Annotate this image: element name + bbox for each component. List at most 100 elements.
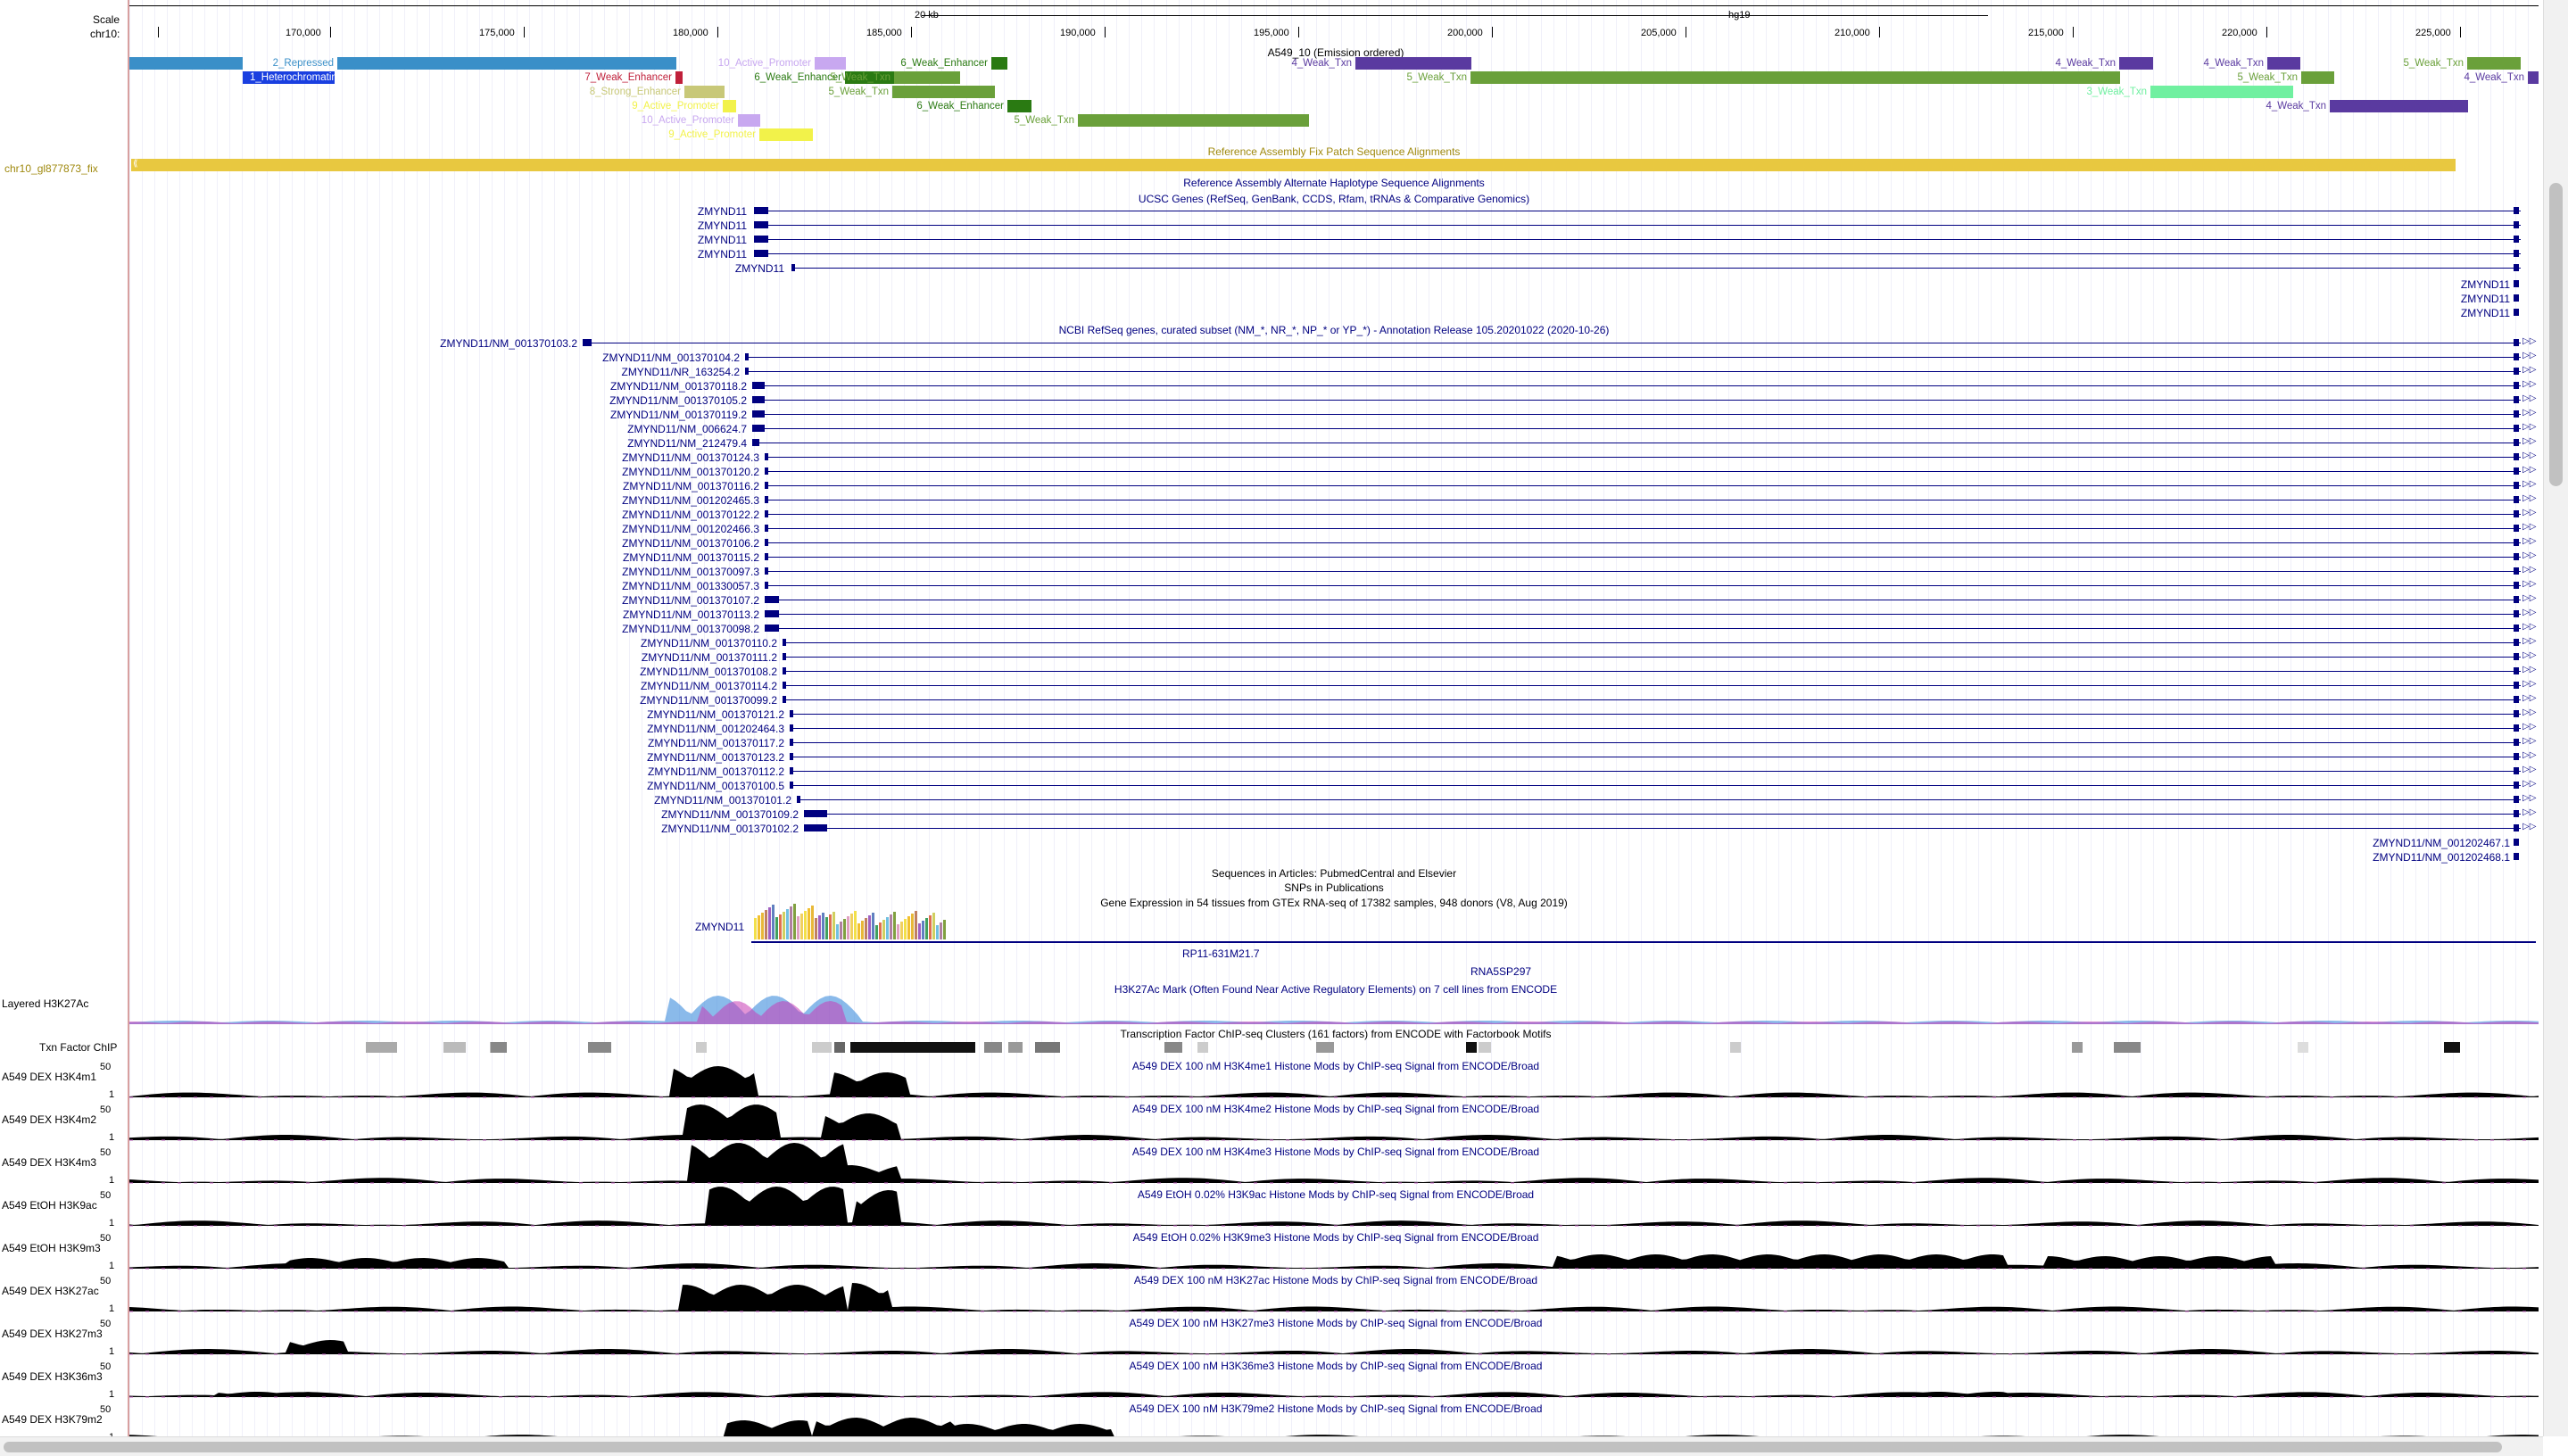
ucsc-exon[interactable] — [2514, 294, 2519, 302]
segment-label[interactable]: 1_Heterochromatin — [250, 72, 337, 83]
refseq-exon[interactable] — [790, 739, 793, 746]
refseq-transcript-line[interactable] — [765, 628, 2521, 629]
segment-label[interactable]: 10_Active_Promoter — [717, 58, 811, 69]
ucsc-exon[interactable] — [2514, 250, 2519, 257]
tf-cluster[interactable] — [812, 1042, 832, 1053]
refseq-transcript-line[interactable] — [745, 371, 2521, 372]
segment-block[interactable] — [1007, 100, 1031, 112]
signal-track-side-label[interactable]: A549 DEX H3K36m3 — [2, 1370, 103, 1383]
refseq-exon[interactable] — [765, 596, 779, 603]
refseq-transcript-label[interactable]: ZMYND11/NM_001370113.2 — [623, 608, 759, 621]
track-image[interactable]: 20 kb hg19 170,000 175,000 180,000 185,000 1… — [129, 0, 2539, 1436]
ucsc-exon[interactable] — [754, 221, 768, 228]
refseq-transcript-label[interactable]: ZMYND11/NM_001202468.1 — [2373, 851, 2510, 864]
refseq-exon[interactable] — [2514, 425, 2519, 432]
refseq-exon[interactable] — [2514, 467, 2519, 475]
refseq-transcript-line[interactable] — [790, 714, 2521, 715]
refseq-transcript-label[interactable]: ZMYND11/NM_001370115.2 — [623, 551, 759, 564]
refseq-exon[interactable] — [2514, 667, 2519, 674]
ucsc-gene-label[interactable]: ZMYND11 — [2460, 307, 2510, 319]
segment-label[interactable]: 4_Weak_Txn — [2464, 72, 2524, 83]
tf-cluster[interactable] — [1730, 1042, 1741, 1053]
segment-block[interactable] — [2330, 100, 2468, 112]
horizontal-scrollbar[interactable] — [0, 1436, 2543, 1456]
gtex-tissue-bar[interactable] — [890, 914, 892, 939]
gtex-tissue-bar[interactable] — [940, 922, 942, 939]
gtex-tissue-bar[interactable] — [886, 917, 889, 939]
refseq-transcript-line[interactable] — [752, 385, 2521, 386]
refseq-transcript-label[interactable]: ZMYND11/NM_001370114.2 — [641, 680, 777, 692]
gtex-tissue-bar[interactable] — [804, 911, 807, 939]
segment-label[interactable]: 4_Weak_Txn — [1291, 58, 1352, 69]
gtex-tissue-bar[interactable] — [793, 904, 796, 939]
segment-label[interactable]: 5_Weak_Txn — [828, 87, 889, 97]
refseq-exon[interactable] — [2514, 724, 2519, 732]
refseq-exon[interactable] — [2514, 567, 2519, 575]
refseq-transcript-line[interactable] — [797, 799, 2521, 800]
gtex-tissue-bar[interactable] — [868, 915, 871, 939]
signal-track-wiggle[interactable] — [129, 1418, 2539, 1436]
segment-label[interactable]: 5_Weak_Txn — [830, 72, 891, 83]
refseq-transcript-label[interactable]: ZMYND11/NR_163254.2 — [621, 366, 740, 378]
refseq-transcript-line[interactable] — [765, 528, 2521, 529]
gtex-tissue-bar[interactable] — [879, 922, 882, 939]
segment-block[interactable] — [991, 57, 1007, 70]
segment-block[interactable] — [1470, 71, 2120, 84]
signal-track-side-label[interactable]: A549 DEX H3K79m2 — [2, 1413, 103, 1426]
refseq-transcript-label[interactable]: ZMYND11/NM_001370116.2 — [623, 480, 759, 492]
tf-cluster[interactable] — [2444, 1042, 2460, 1053]
segment-block[interactable] — [845, 71, 894, 84]
fix-patch-bar[interactable] — [131, 159, 2456, 171]
refseq-transcript-line[interactable] — [752, 428, 2521, 429]
refseq-transcript-label[interactable]: ZMYND11/NM_001370101.2 — [654, 794, 791, 807]
refseq-transcript-line[interactable] — [765, 571, 2521, 572]
ucsc-gene-label[interactable]: ZMYND11 — [697, 205, 747, 218]
signal-track-wiggle[interactable] — [129, 1066, 2539, 1097]
refseq-transcript-label[interactable]: ZMYND11/NM_001370112.2 — [648, 765, 784, 778]
signal-track-wiggle[interactable] — [129, 1143, 2539, 1183]
gtex-tissue-bar[interactable] — [783, 912, 785, 939]
ucsc-gene-line[interactable] — [754, 239, 2521, 240]
gtex-tissue-bar[interactable] — [857, 923, 860, 939]
refseq-transcript-line[interactable] — [765, 585, 2521, 586]
refseq-exon[interactable] — [2514, 582, 2519, 589]
tf-cluster[interactable] — [366, 1042, 397, 1053]
gtex-tissue-bar[interactable] — [936, 925, 939, 939]
refseq-transcript-line[interactable] — [765, 542, 2521, 543]
refseq-transcript-label[interactable]: ZMYND11/NM_001370117.2 — [648, 737, 784, 749]
gtex-tissue-bar[interactable] — [911, 914, 914, 939]
rp11-label[interactable]: RP11-631M21.7 — [1182, 947, 1260, 960]
gtex-tissue-bar[interactable] — [822, 913, 824, 939]
gtex-tissue-bar[interactable] — [765, 910, 767, 939]
gtex-tissue-bar[interactable] — [800, 914, 803, 939]
signal-track-side-label[interactable]: A549 DEX H3K27m3 — [2, 1328, 103, 1340]
refseq-transcript-label[interactable]: ZMYND11/NM_006624.7 — [627, 423, 747, 435]
segment-block[interactable] — [723, 100, 736, 112]
tf-cluster[interactable] — [1035, 1042, 1060, 1053]
ucsc-exon[interactable] — [2514, 264, 2519, 271]
gtex-tissue-bar[interactable] — [825, 917, 828, 939]
refseq-exon[interactable] — [2514, 553, 2519, 560]
refseq-transcript-label[interactable]: ZMYND11/NM_001370120.2 — [622, 466, 759, 478]
segment-block[interactable] — [1078, 114, 1309, 127]
refseq-transcript-label[interactable]: ZMYND11/NM_001370100.5 — [647, 780, 784, 792]
refseq-exon[interactable] — [783, 653, 786, 660]
segment-label[interactable]: 3_Weak_Txn — [2086, 87, 2147, 97]
refseq-transcript-label[interactable]: ZMYND11/NM_001370110.2 — [641, 637, 777, 649]
gtex-tissue-bar[interactable] — [918, 923, 921, 939]
gtex-tissue-bar[interactable] — [843, 919, 846, 939]
segment-block[interactable] — [759, 128, 813, 141]
refseq-transcript-line[interactable] — [783, 657, 2521, 658]
refseq-exon[interactable] — [765, 525, 768, 532]
refseq-exon[interactable] — [2514, 596, 2519, 603]
refseq-exon[interactable] — [752, 382, 765, 389]
refseq-exon[interactable] — [2514, 696, 2519, 703]
refseq-exon[interactable] — [783, 696, 786, 703]
refseq-exon[interactable] — [790, 710, 793, 717]
tf-cluster[interactable] — [1316, 1042, 1334, 1053]
tf-cluster[interactable] — [2114, 1042, 2141, 1053]
gtex-tissue-bar[interactable] — [872, 913, 874, 939]
ucsc-exon[interactable] — [2514, 309, 2519, 316]
gtex-tissue-bar[interactable] — [754, 918, 757, 939]
refseq-exon[interactable] — [2514, 396, 2519, 403]
